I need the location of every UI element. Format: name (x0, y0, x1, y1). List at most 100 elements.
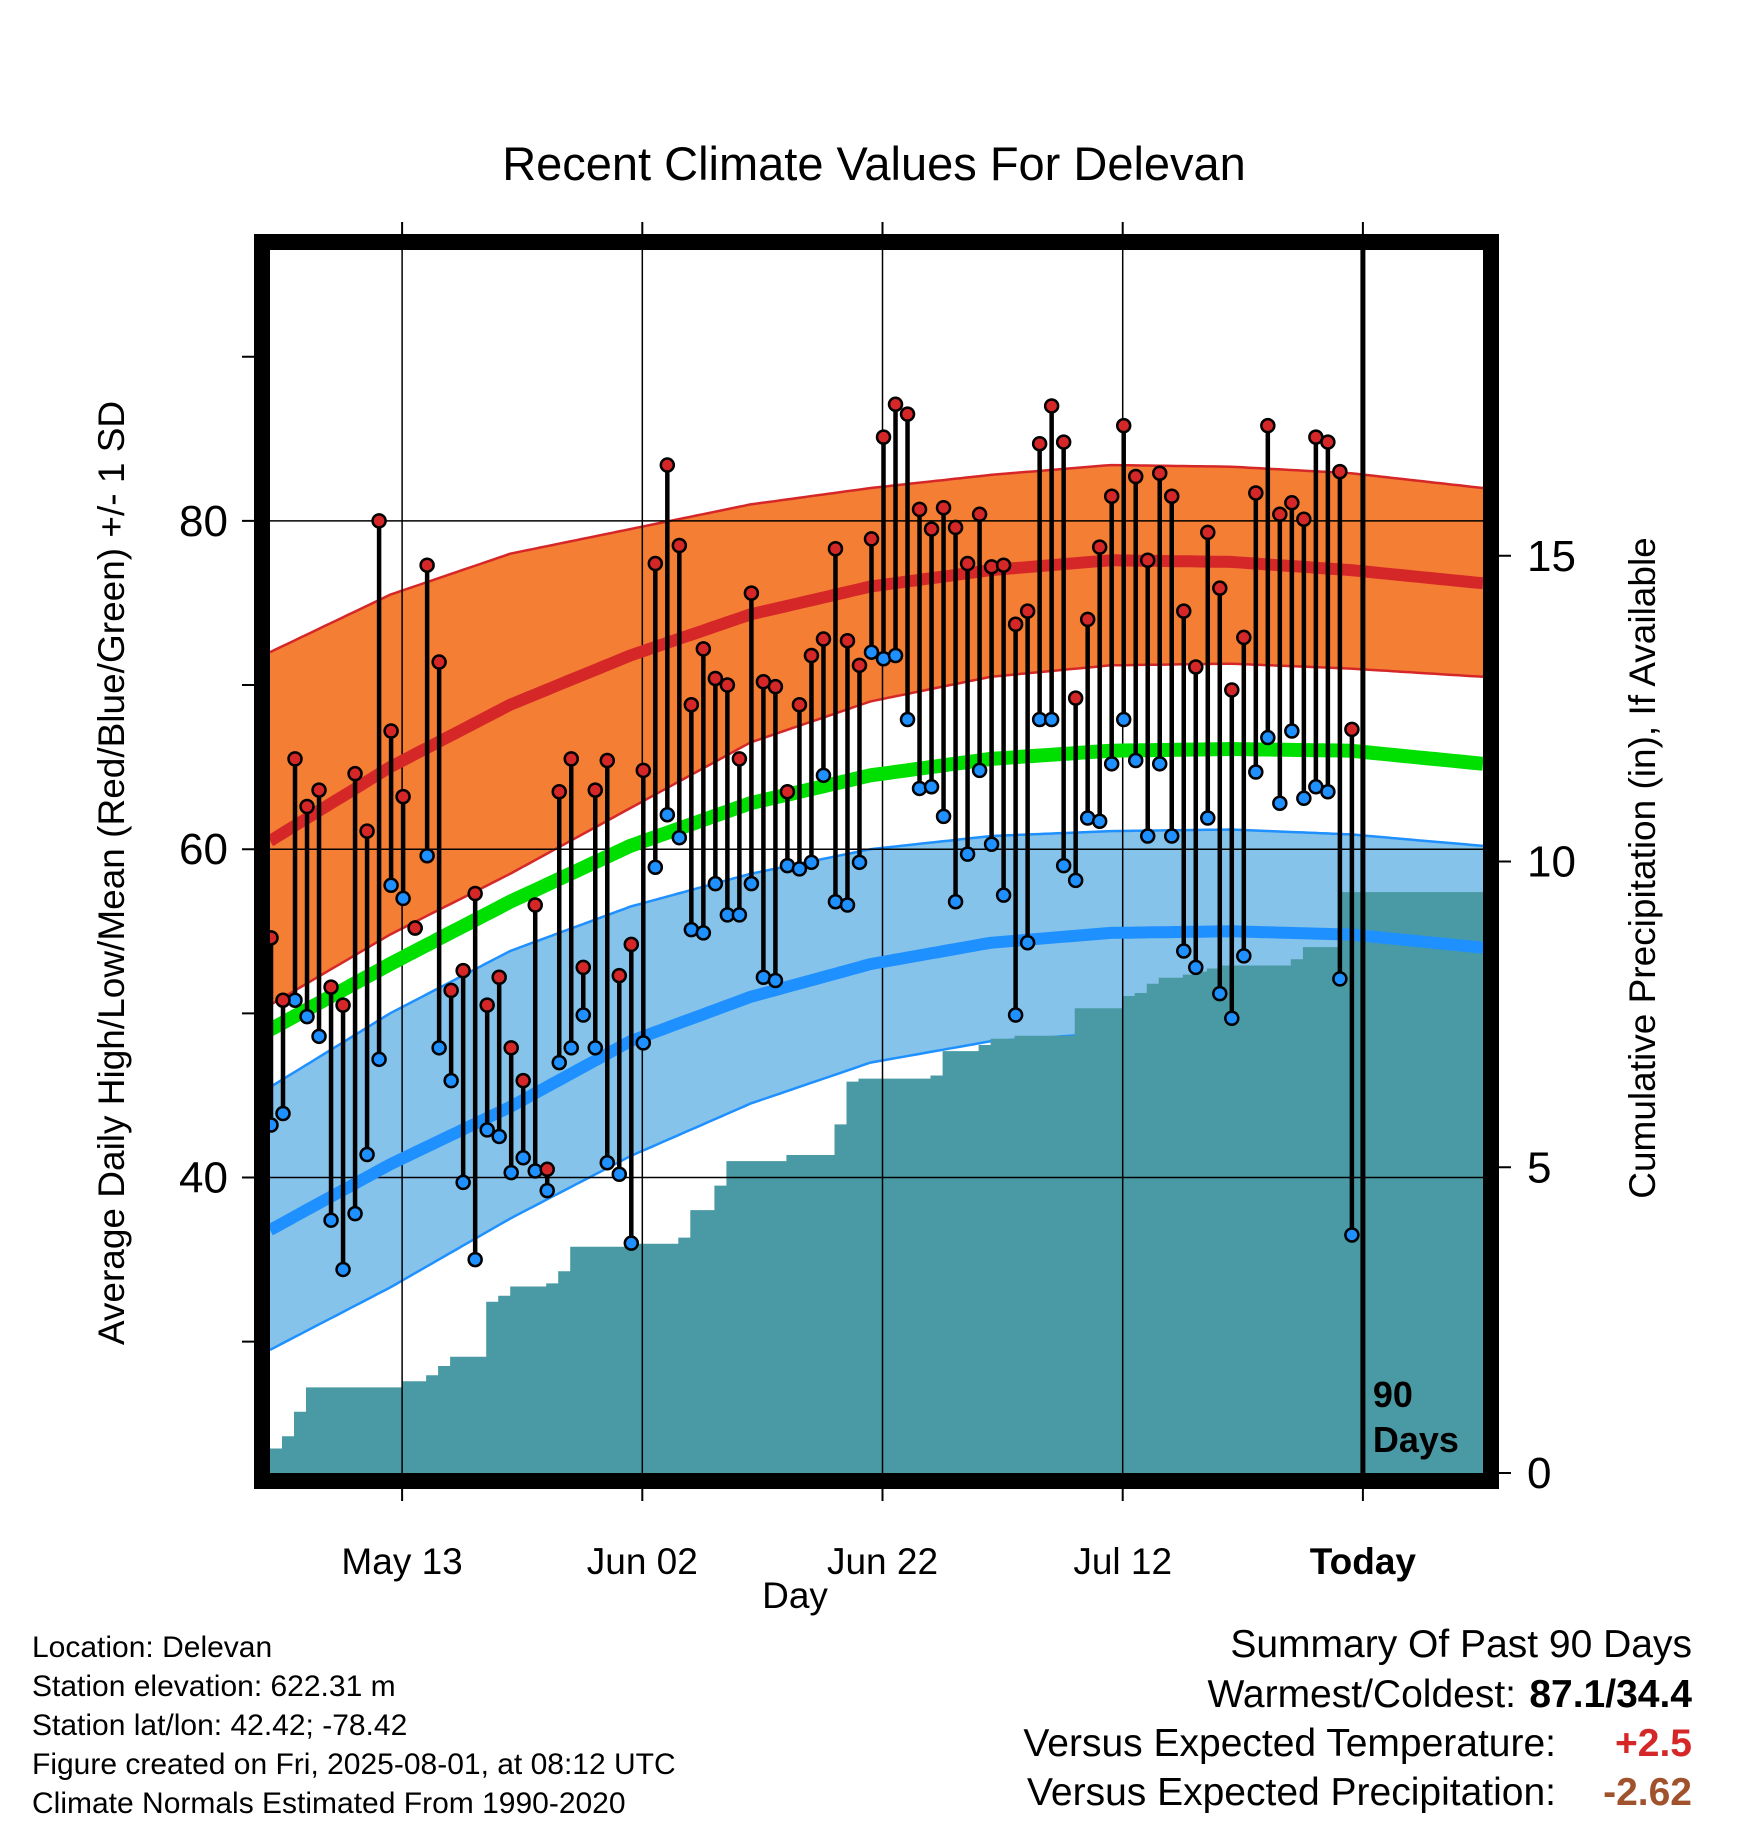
warmest-coldest-label: Warmest/Coldest: (1207, 1673, 1516, 1716)
high-point (671, 537, 688, 554)
high-point (443, 982, 459, 999)
warmest-coldest-row: Warmest/Coldest: 87.1/34.4 (872, 1670, 1692, 1719)
high-point (1127, 468, 1144, 485)
high-point (767, 678, 784, 695)
high-point (323, 979, 339, 995)
low-point (707, 875, 724, 892)
low-point (623, 1235, 640, 1251)
high-point (971, 506, 988, 523)
precip-departure-value: -2.62 (1603, 1771, 1692, 1814)
high-point (419, 557, 435, 573)
x-tick-label: May 13 (341, 1541, 462, 1582)
high-point (611, 967, 628, 984)
high-point (635, 762, 652, 779)
summary-panel: Summary Of Past 90 Days Warmest/Coldest:… (872, 1619, 1692, 1817)
low-point (983, 836, 1000, 853)
low-point (923, 779, 940, 795)
high-point (311, 782, 327, 798)
low-point (887, 647, 904, 664)
high-point (1151, 465, 1168, 482)
low-point (539, 1182, 555, 1199)
low-point (611, 1166, 628, 1182)
high-point (1224, 682, 1240, 698)
low-point (1200, 810, 1216, 826)
elevation-line: Station elevation: 622.31 m (32, 1670, 396, 1703)
x-tick-label: Jun 02 (587, 1541, 698, 1582)
low-point (647, 859, 664, 875)
high-point (1079, 611, 1096, 628)
low-point (359, 1146, 375, 1163)
high-point (515, 1072, 531, 1089)
precip-area-group (270, 892, 1483, 1473)
high-point (383, 723, 399, 739)
high-point (1212, 580, 1228, 596)
high-point (911, 501, 928, 518)
low-point (575, 1007, 592, 1023)
precip-departure-label: Versus Expected Precipitation: (1027, 1771, 1556, 1814)
warmest-coldest-value: 87.1/34.4 (1529, 1673, 1692, 1716)
high-plus-sd-edge (269, 463, 1484, 654)
temp-departure-label: Versus Expected Temperature: (1023, 1722, 1556, 1765)
high-point (1296, 511, 1312, 527)
high-point (959, 555, 976, 572)
low-point (1284, 723, 1300, 739)
created-line: Figure created on Fri, 2025-08-01, at 08… (32, 1748, 676, 1781)
low-point (1344, 1227, 1360, 1243)
high-point (995, 557, 1012, 573)
low-point (1115, 711, 1132, 728)
precip-departure-row: Versus Expected Precipitation: -2.62 (872, 1768, 1692, 1817)
high-point (335, 997, 351, 1013)
x-tick-label: Today (1310, 1541, 1417, 1582)
high-point (551, 783, 567, 800)
high-point (299, 798, 315, 815)
temp-departure-value: +2.5 (1615, 1722, 1692, 1765)
low-point (671, 829, 688, 846)
high-point (455, 962, 471, 979)
high-point (623, 936, 640, 953)
low-point (1139, 828, 1156, 844)
high-point (1260, 417, 1276, 434)
y2-tick-label: 5 (1527, 1143, 1551, 1192)
low-point (803, 854, 820, 871)
high-point (1163, 488, 1180, 504)
daily-range-stems (268, 404, 1355, 1270)
low-point (1248, 764, 1264, 780)
low-point (947, 893, 964, 910)
low-point (503, 1164, 519, 1181)
y-axis-label: Average Daily High/Low/Mean (Red/Blue/Gr… (91, 400, 132, 1346)
high-point (719, 677, 736, 693)
high-point (503, 1040, 519, 1056)
low-point (935, 808, 952, 825)
high-point (1103, 488, 1120, 504)
low-point (311, 1028, 327, 1045)
high-point (563, 751, 579, 767)
high-point (1055, 434, 1072, 450)
low-point (1296, 790, 1312, 807)
low-point (1091, 813, 1108, 830)
high-point (587, 782, 604, 798)
y2-tick-label: 15 (1527, 532, 1576, 581)
low-point (1055, 857, 1072, 874)
high-point (1115, 417, 1132, 434)
low-point (959, 846, 976, 862)
high-point (1188, 659, 1204, 675)
low-point (815, 767, 832, 784)
high-point (395, 788, 411, 805)
normals-line: Climate Normals Estimated From 1990-2020 (32, 1787, 626, 1820)
high-point (479, 997, 495, 1013)
y2-tick-label: 10 (1527, 838, 1576, 887)
low-point (839, 897, 856, 913)
high-point (1007, 616, 1024, 633)
temp-departure-row: Versus Expected Temperature: +2.5 (872, 1719, 1692, 1768)
high-point (1332, 463, 1348, 480)
low-point (971, 762, 988, 779)
high-point (803, 647, 820, 664)
latlon-line: Station lat/lon: 42.42; -78.42 (32, 1709, 408, 1742)
high-point (527, 897, 543, 913)
low-point (695, 925, 712, 941)
high-point (899, 406, 916, 422)
low-point (347, 1205, 363, 1222)
y2-tick-label: 0 (1527, 1449, 1551, 1498)
high-point (431, 654, 447, 670)
